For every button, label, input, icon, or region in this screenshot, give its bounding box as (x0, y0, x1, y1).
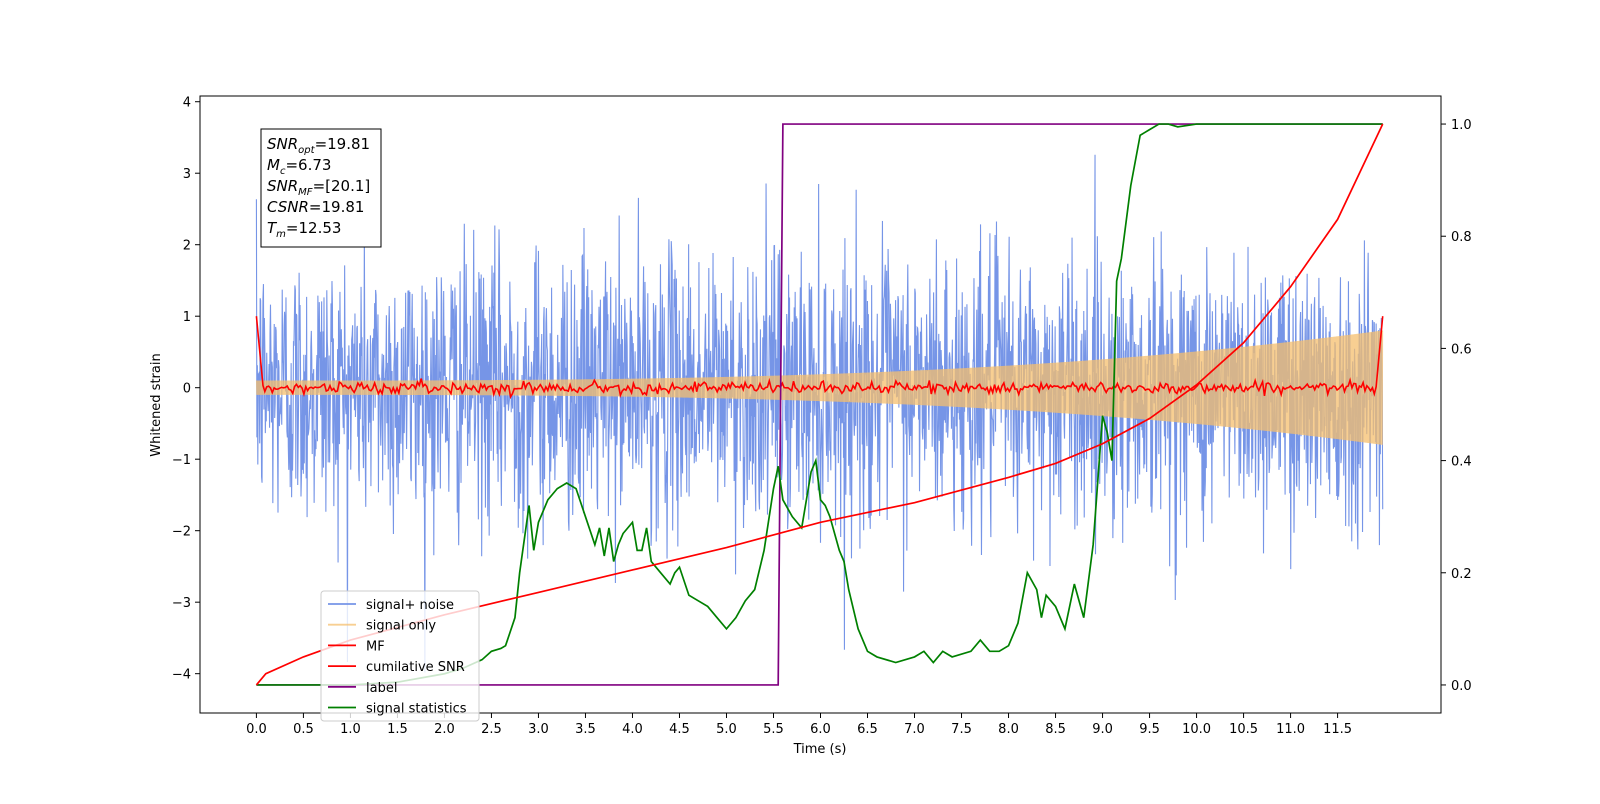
x-tick-label: 2.0 (434, 722, 455, 737)
x-tick-label: 2.5 (481, 722, 502, 737)
legend-label: signal only (366, 619, 436, 634)
y-right-tick-label: 0.6 (1451, 342, 1472, 357)
annotation-line: Mc=6.73 (267, 156, 331, 177)
x-tick-label: 3.0 (528, 722, 549, 737)
y-left-tick-label: 0 (183, 382, 191, 397)
y-left-tick-label: 3 (183, 167, 191, 182)
legend-label: signal+ noise (366, 598, 454, 613)
y-axis-left: 4 3 2 1 0 −1 −2 −3 −4 (172, 96, 200, 683)
y-left-tick-label: −3 (172, 596, 191, 611)
x-tick-label: 5.0 (716, 722, 737, 737)
legend-label: MF (366, 639, 385, 654)
x-tick-label: 0.0 (246, 722, 267, 737)
x-tick-label: 5.5 (763, 722, 784, 737)
series-signal-statistics-line (256, 123, 1383, 686)
legend-frame (320, 590, 480, 722)
y-left-tick-label: −4 (172, 668, 191, 683)
stats-annotation-box: SNRopt=19.81Mc=6.73SNRMF=[20.1]CSNR=19.8… (260, 128, 382, 248)
y-axis-label: Whitened strain (149, 353, 164, 456)
legend-label: label (366, 681, 397, 696)
y-right-tick-label: 0.8 (1451, 230, 1472, 245)
legend-label: cumilative SNR (366, 660, 465, 675)
x-tick-label: 9.0 (1092, 722, 1113, 737)
x-tick-label: 1.5 (387, 722, 408, 737)
legend-label: signal statistics (366, 702, 467, 717)
y-left-tick-label: 2 (183, 239, 191, 254)
x-tick-label: 3.5 (575, 722, 596, 737)
y-right-tick-label: 1.0 (1451, 118, 1472, 133)
y-right-tick-label: 0.0 (1451, 679, 1472, 694)
annotation-line: Tm=12.53 (267, 219, 341, 240)
x-tick-label: 8.5 (1045, 722, 1066, 737)
y-right-tick-label: 0.4 (1451, 455, 1472, 470)
x-axis-label: Time (s) (793, 742, 847, 757)
x-tick-label: 10.0 (1182, 722, 1211, 737)
x-tick-label: 10.5 (1229, 722, 1258, 737)
annotation-line: SNRMF=[20.1] (267, 177, 370, 198)
y-axis-right: 1.0 0.8 0.6 0.4 0.2 0.0 (1441, 118, 1472, 694)
x-tick-label: 6.0 (810, 722, 831, 737)
y-left-tick-label: 1 (183, 310, 191, 325)
y-right-tick-label: 0.2 (1451, 567, 1472, 582)
x-tick-label: 6.5 (857, 722, 878, 737)
y-left-tick-label: −1 (172, 453, 191, 468)
series-label-line (256, 123, 1383, 686)
x-tick-label: 4.0 (622, 722, 643, 737)
x-tick-label: 1.0 (340, 722, 361, 737)
x-tick-label: 7.0 (904, 722, 925, 737)
x-tick-label: 4.5 (669, 722, 690, 737)
x-tick-label: 11.0 (1276, 722, 1305, 737)
x-tick-label: 0.5 (293, 722, 314, 737)
annotation-frame (260, 128, 382, 248)
series-mf-line (255, 316, 1384, 400)
y-left-tick-label: 4 (183, 96, 191, 111)
legend: signal+ noise signal only MF cumilative SNR… (320, 590, 480, 722)
x-tick-label: 9.5 (1139, 722, 1160, 737)
x-tick-label: 8.0 (998, 722, 1019, 737)
y-left-tick-label: −2 (172, 525, 191, 540)
x-tick-label: 11.5 (1323, 722, 1352, 737)
series-signal-only-line (256, 330, 1384, 445)
annotation-line: SNRopt=19.81 (267, 135, 370, 156)
x-axis: 0.0 0.5 1.0 1.5 2.0 2.5 3.0 3.5 4.0 4.5 5.0 5.5 6.0 6… (246, 713, 1352, 737)
annotation-line: CSNR=19.81 (267, 198, 364, 216)
series-signal-noise-line (255, 154, 1384, 673)
plot-area (255, 123, 1384, 686)
x-tick-label: 7.5 (951, 722, 972, 737)
